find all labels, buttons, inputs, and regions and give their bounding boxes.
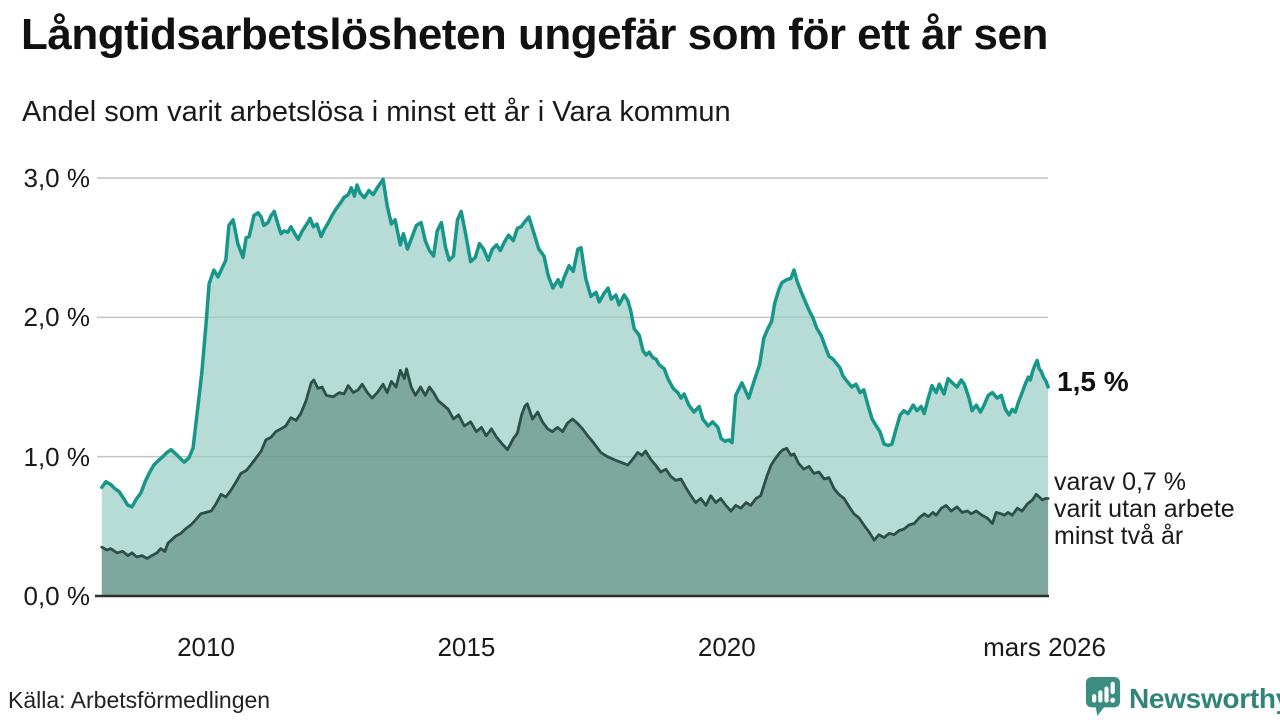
series2-annotation: varav 0,7 % varit utan arbete minst två … (1054, 468, 1235, 550)
y-axis-tick-label: 0,0 % (23, 581, 91, 611)
page-subtitle: Andel som varit arbetslösa i minst ett å… (22, 96, 731, 128)
newsworthy-logo-icon (1084, 675, 1122, 720)
series-line-2 (100, 367, 1050, 560)
page-title: Långtidsarbetslösheten ungefär som för e… (21, 10, 1048, 59)
x-axis-tick-label: 2020 (697, 632, 756, 662)
y-axis-tick-label: 2,0 % (23, 302, 91, 333)
newsworthy-logo: Newsworthy (1084, 677, 1280, 720)
series-area-2 (101, 368, 1049, 596)
y-axis-tick-label: 1,0 % (23, 441, 91, 472)
y-axis-tick-label: 3,0 % (23, 163, 91, 193)
x-axis-tick-label: 2015 (437, 632, 496, 662)
series-line-1 (100, 177, 1050, 509)
newsworthy-logo-text: Newsworthy (1129, 682, 1280, 714)
source-note: Källa: Arbetsförmedlingen (8, 687, 271, 713)
x-axis-tick-label: mars 2026 (983, 632, 1106, 662)
series1-end-value-label: 1,5 % (1057, 366, 1129, 397)
x-axis-tick-label: 2010 (177, 632, 235, 662)
